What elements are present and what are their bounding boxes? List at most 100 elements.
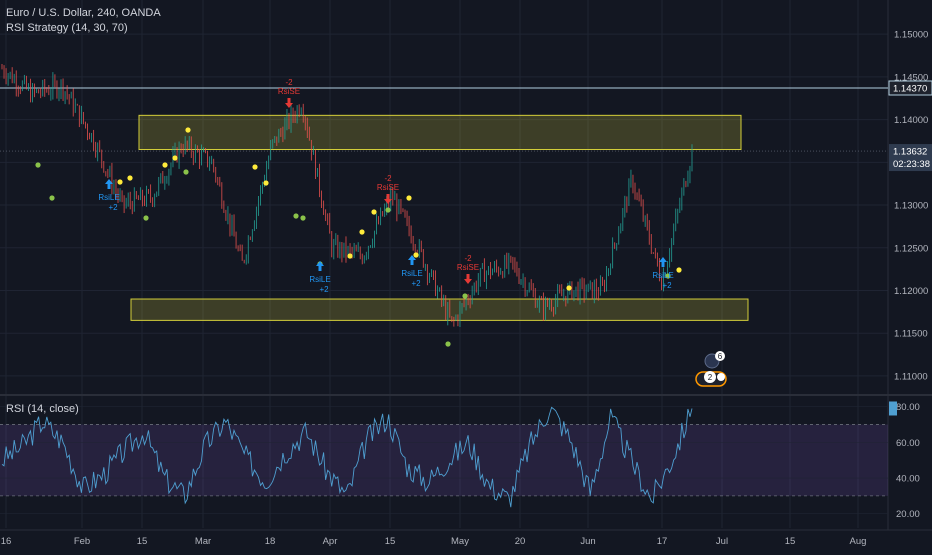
rsi-tick-label: 80.00 bbox=[896, 402, 920, 413]
time-tick-label: May bbox=[451, 536, 469, 547]
strategy-dot bbox=[49, 195, 55, 201]
long-signal-qty: +2 bbox=[108, 203, 118, 212]
horizontal-line[interactable] bbox=[0, 87, 888, 152]
strategy-dot bbox=[445, 341, 451, 347]
short-signal-label: RsiSE bbox=[377, 183, 399, 192]
long-signal-label: RsiLE bbox=[309, 275, 330, 284]
long-signal-label: RsiLE bbox=[98, 193, 119, 202]
strategy-dot bbox=[127, 175, 133, 181]
rsi-tick-label: 40.00 bbox=[896, 474, 920, 485]
long-arrow-icon bbox=[659, 257, 667, 267]
time-tick-label: 15 bbox=[137, 536, 148, 547]
strategy-dot bbox=[300, 215, 306, 221]
strategy-dot bbox=[665, 273, 671, 279]
time-tick-label: Aug bbox=[850, 536, 867, 547]
symbol-title[interactable]: Euro / U.S. Dollar, 240, OANDA bbox=[6, 7, 161, 19]
last-price-tag bbox=[889, 144, 932, 172]
time-tick-label: Mar bbox=[195, 536, 211, 547]
short-signal-qty: -2 bbox=[285, 78, 293, 87]
short-signal-qty: -2 bbox=[464, 254, 472, 263]
short-signal-qty: -2 bbox=[384, 174, 392, 183]
short-signal-label: RsiSE bbox=[278, 87, 300, 96]
strategy-dot bbox=[162, 162, 168, 168]
price-tick-label: 1.14500 bbox=[894, 72, 928, 83]
rsi-tick-label: 60.00 bbox=[896, 438, 920, 449]
time-tick-label: Feb bbox=[74, 536, 90, 547]
price-tick-label: 1.13000 bbox=[894, 201, 928, 212]
strategy-dot bbox=[252, 164, 258, 170]
long-arrow-icon bbox=[316, 261, 324, 271]
horizontal-line-price: 1.14370 bbox=[893, 83, 927, 94]
long-arrow-icon bbox=[408, 255, 416, 265]
event-badges[interactable]: 62 bbox=[695, 351, 727, 387]
strategy-dot bbox=[263, 180, 269, 186]
price-zones bbox=[130, 114, 749, 321]
long-signal-qty: +2 bbox=[662, 281, 672, 290]
time-tick-label: Apr bbox=[323, 536, 338, 547]
badge-count-bubble bbox=[715, 351, 725, 361]
strategy-dots bbox=[35, 127, 682, 347]
axes: 1.150001.145001.140001.135001.130001.125… bbox=[1, 30, 932, 547]
time-tick-label: 15 bbox=[385, 536, 396, 547]
earnings-count-bubble bbox=[704, 371, 716, 383]
rsi-tick-label: 20.00 bbox=[896, 509, 920, 520]
strategy-dot bbox=[371, 209, 377, 215]
time-tick-label: Jun bbox=[580, 536, 595, 547]
last-price-value: 1.13632 bbox=[893, 147, 927, 158]
strategy-dot bbox=[185, 127, 191, 133]
price-tick-label: 1.11500 bbox=[894, 329, 928, 340]
time-tick-label: 17 bbox=[657, 536, 668, 547]
strategy-dot bbox=[117, 179, 123, 185]
price-tick-label: 1.12000 bbox=[894, 286, 928, 297]
time-tick-label: 15 bbox=[785, 536, 796, 547]
events-badge: 6 bbox=[704, 351, 725, 369]
time-tick-label: 18 bbox=[265, 536, 276, 547]
rsi-line bbox=[1, 406, 693, 508]
events-count: 6 bbox=[718, 352, 723, 361]
time-tick-label: 20 bbox=[515, 536, 526, 547]
long-signal-label: RsiLE bbox=[401, 269, 422, 278]
strategy-dot bbox=[462, 293, 468, 299]
price-tick-label: 1.12500 bbox=[894, 243, 928, 254]
rsi-band-fill bbox=[0, 424, 888, 496]
strategy-dot bbox=[566, 285, 572, 291]
strategy-dot bbox=[347, 253, 353, 259]
short-arrow-icon bbox=[464, 274, 472, 284]
long-signal: RsiLE+2 bbox=[401, 255, 423, 288]
long-signal-qty: +2 bbox=[319, 285, 329, 294]
strategy-dot bbox=[676, 267, 682, 273]
strategy-dot bbox=[385, 207, 391, 213]
strategy-dot bbox=[183, 169, 189, 175]
rsi-legend[interactable]: RSI (14, close) bbox=[6, 403, 79, 415]
long-signal: RsiLE+2 bbox=[652, 257, 674, 290]
long-signal-label: RsiLE bbox=[652, 271, 673, 280]
price-tick-label: 1.11000 bbox=[894, 371, 928, 382]
earnings-count: 2 bbox=[708, 373, 713, 382]
bar-countdown: 02:23:38 bbox=[893, 159, 930, 170]
price-tick-label: 1.14000 bbox=[894, 115, 928, 126]
short-arrow-icon bbox=[384, 194, 392, 204]
earnings-badge: 2 bbox=[695, 371, 727, 387]
long-signal-qty: +2 bbox=[411, 279, 421, 288]
resistance-zone bbox=[138, 114, 742, 151]
rsi-pane bbox=[0, 406, 888, 515]
long-signal: RsiLE+2 bbox=[98, 179, 120, 212]
strategy-dot bbox=[413, 252, 419, 258]
price-tick-label: 1.15000 bbox=[894, 30, 928, 41]
short-arrow-icon bbox=[285, 98, 293, 108]
strategy-dot bbox=[293, 213, 299, 219]
long-signal: RsiLE+2 bbox=[309, 261, 331, 294]
strategy-legend[interactable]: RSI Strategy (14, 30, 70) bbox=[6, 22, 128, 34]
horizontal-line-tag bbox=[888, 80, 932, 96]
long-arrow-icon bbox=[105, 179, 113, 189]
strategy-dot bbox=[172, 155, 178, 161]
time-tick-label: Jul bbox=[716, 536, 728, 547]
time-tick-label: 16 bbox=[1, 536, 12, 547]
strategy-dot bbox=[143, 215, 149, 221]
strategy-dot bbox=[359, 229, 365, 235]
